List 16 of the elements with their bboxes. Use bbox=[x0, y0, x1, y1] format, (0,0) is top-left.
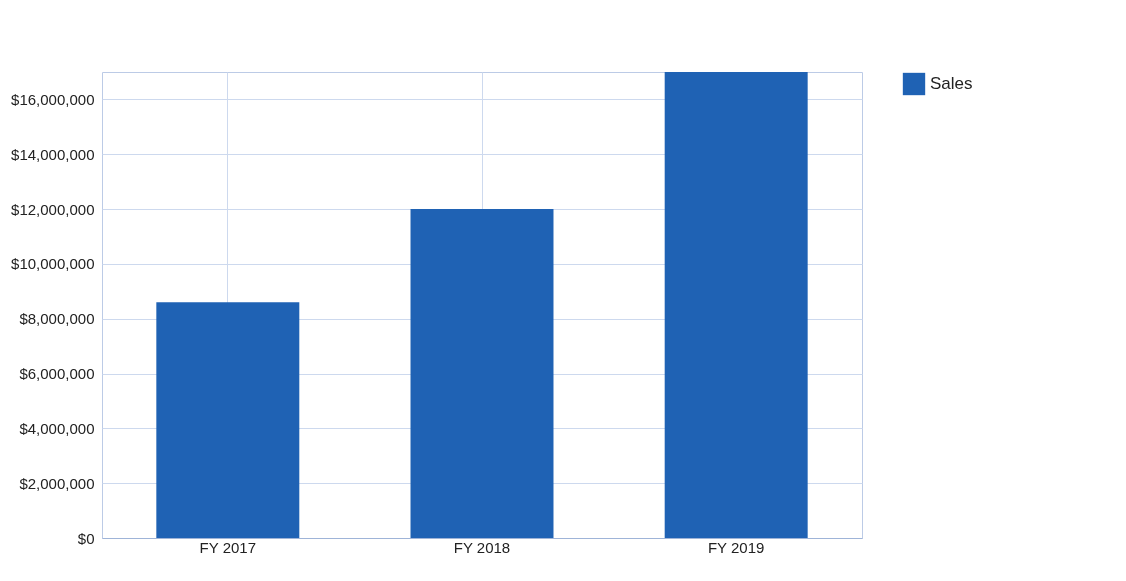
x-tick-label: FY 2019 bbox=[707, 538, 765, 556]
legend-label: Sales bbox=[930, 74, 973, 93]
y-tick-label: $0 bbox=[77, 529, 95, 547]
y-tick-label: $10,000,000 bbox=[11, 255, 95, 273]
x-tick-label: FY 2017 bbox=[199, 538, 257, 556]
y-tick-label: $12,000,000 bbox=[11, 200, 95, 218]
y-tick-label: $8,000,000 bbox=[19, 310, 95, 328]
bar bbox=[664, 72, 808, 538]
y-tick-label: $4,000,000 bbox=[19, 419, 95, 437]
x-tick-label: FY 2018 bbox=[453, 538, 511, 556]
bar bbox=[156, 302, 300, 538]
bar bbox=[410, 209, 554, 538]
y-tick-label: $2,000,000 bbox=[19, 474, 95, 492]
y-tick-label: $6,000,000 bbox=[19, 365, 95, 383]
y-tick-label: $16,000,000 bbox=[11, 90, 95, 108]
y-tick-label: $14,000,000 bbox=[11, 145, 95, 163]
